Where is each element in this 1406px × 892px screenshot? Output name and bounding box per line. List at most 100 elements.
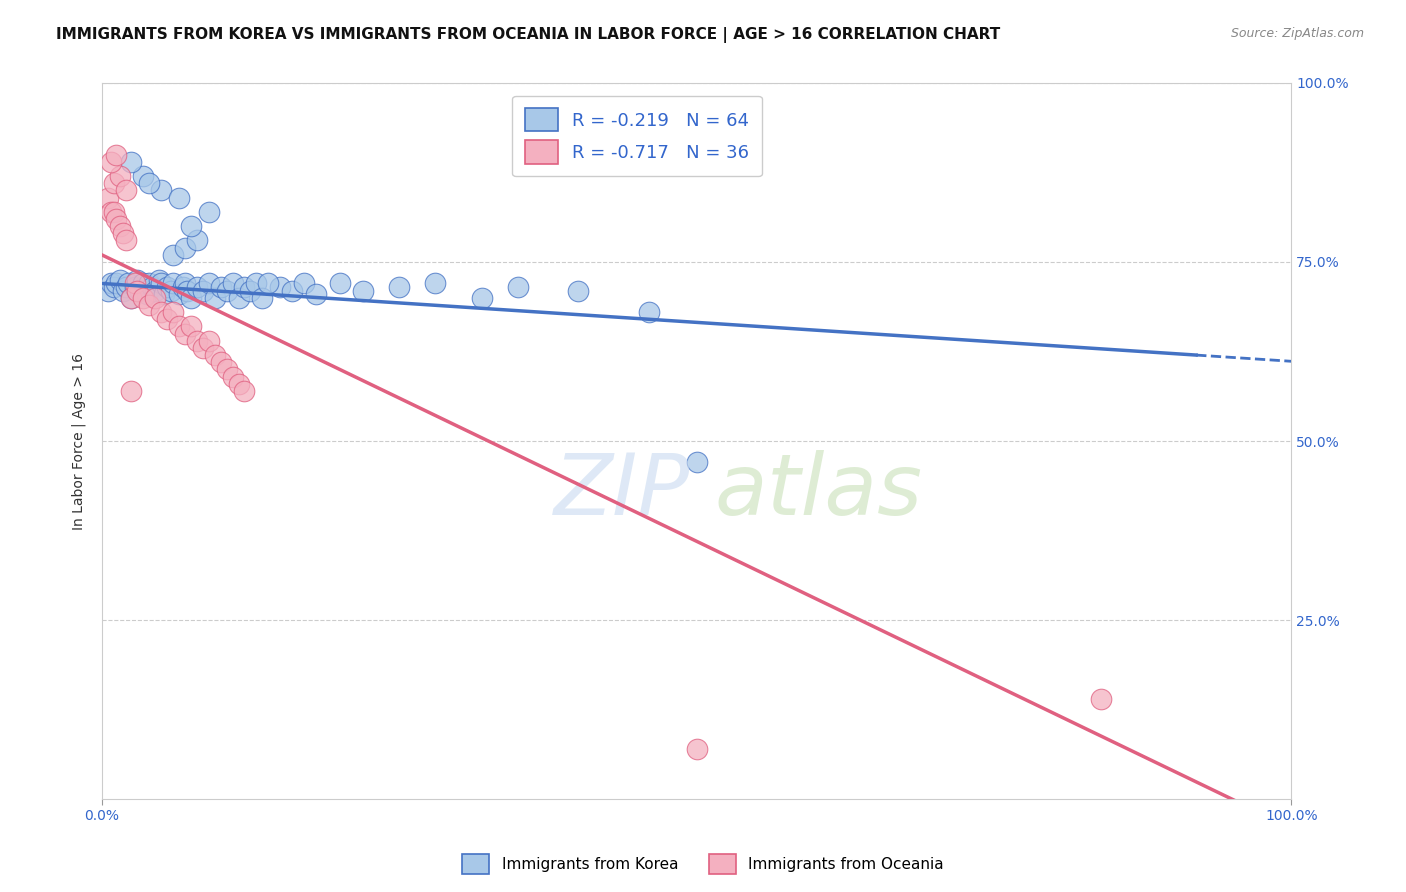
Point — [132, 277, 155, 291]
Point — [108, 169, 131, 183]
Point — [132, 291, 155, 305]
Point — [281, 284, 304, 298]
Point — [239, 284, 262, 298]
Point — [128, 284, 150, 298]
Point — [162, 248, 184, 262]
Point — [100, 154, 122, 169]
Point — [120, 384, 142, 398]
Point — [100, 204, 122, 219]
Point — [176, 284, 198, 298]
Point — [186, 234, 208, 248]
Point — [132, 169, 155, 183]
Point — [138, 277, 160, 291]
Point — [152, 287, 174, 301]
Point — [388, 280, 411, 294]
Point — [159, 284, 181, 298]
Point — [180, 219, 202, 234]
Point — [120, 291, 142, 305]
Point — [127, 273, 149, 287]
Point — [162, 277, 184, 291]
Point — [174, 326, 197, 341]
Point — [269, 280, 291, 294]
Point — [124, 280, 146, 294]
Point — [104, 147, 127, 161]
Point — [233, 280, 256, 294]
Point — [167, 190, 190, 204]
Point — [423, 277, 446, 291]
Point — [156, 312, 179, 326]
Point — [127, 284, 149, 298]
Point — [172, 280, 194, 294]
Point — [215, 284, 238, 298]
Point — [506, 280, 529, 294]
Point — [103, 204, 125, 219]
Point — [228, 291, 250, 305]
Point — [567, 284, 589, 298]
Point — [215, 362, 238, 376]
Point — [638, 305, 661, 319]
Point — [150, 183, 173, 197]
Point — [221, 277, 243, 291]
Point — [124, 277, 146, 291]
Legend: R = -0.219   N = 64, R = -0.717   N = 36: R = -0.219 N = 64, R = -0.717 N = 36 — [512, 95, 762, 177]
Point — [1090, 691, 1112, 706]
Point — [352, 284, 374, 298]
Point — [138, 176, 160, 190]
Point — [180, 291, 202, 305]
Text: ZIP: ZIP — [554, 450, 690, 533]
Point — [174, 277, 197, 291]
Point — [117, 277, 139, 291]
Point — [186, 334, 208, 348]
Point — [135, 287, 157, 301]
Point — [143, 291, 166, 305]
Point — [97, 284, 120, 298]
Point — [329, 277, 352, 291]
Point — [162, 305, 184, 319]
Text: IMMIGRANTS FROM KOREA VS IMMIGRANTS FROM OCEANIA IN LABOR FORCE | AGE > 16 CORRE: IMMIGRANTS FROM KOREA VS IMMIGRANTS FROM… — [56, 27, 1001, 43]
Point — [114, 234, 136, 248]
Point — [150, 305, 173, 319]
Point — [471, 291, 494, 305]
Point — [167, 319, 190, 334]
Point — [209, 280, 232, 294]
Point — [112, 284, 135, 298]
Point — [150, 277, 173, 291]
Point — [108, 219, 131, 234]
Point — [197, 277, 219, 291]
Point — [174, 241, 197, 255]
Point — [186, 280, 208, 294]
Point — [204, 291, 226, 305]
Point — [97, 190, 120, 204]
Point — [104, 212, 127, 227]
Text: atlas: atlas — [714, 450, 922, 533]
Point — [204, 348, 226, 362]
Point — [114, 183, 136, 197]
Point — [138, 298, 160, 312]
Point — [191, 341, 214, 355]
Point — [209, 355, 232, 369]
Point — [114, 280, 136, 294]
Point — [112, 227, 135, 241]
Point — [245, 277, 267, 291]
Point — [233, 384, 256, 398]
Point — [167, 287, 190, 301]
Point — [156, 280, 179, 294]
Legend: Immigrants from Korea, Immigrants from Oceania: Immigrants from Korea, Immigrants from O… — [456, 848, 950, 880]
Point — [191, 284, 214, 298]
Point — [103, 280, 125, 294]
Point — [257, 277, 280, 291]
Point — [120, 154, 142, 169]
Y-axis label: In Labor Force | Age > 16: In Labor Force | Age > 16 — [72, 352, 86, 530]
Point — [108, 273, 131, 287]
Point — [228, 376, 250, 391]
Point — [141, 280, 163, 294]
Text: Source: ZipAtlas.com: Source: ZipAtlas.com — [1230, 27, 1364, 40]
Point — [120, 291, 142, 305]
Point — [143, 284, 166, 298]
Point — [197, 204, 219, 219]
Point — [221, 369, 243, 384]
Point — [685, 742, 707, 756]
Point — [685, 455, 707, 469]
Point — [103, 176, 125, 190]
Point — [197, 334, 219, 348]
